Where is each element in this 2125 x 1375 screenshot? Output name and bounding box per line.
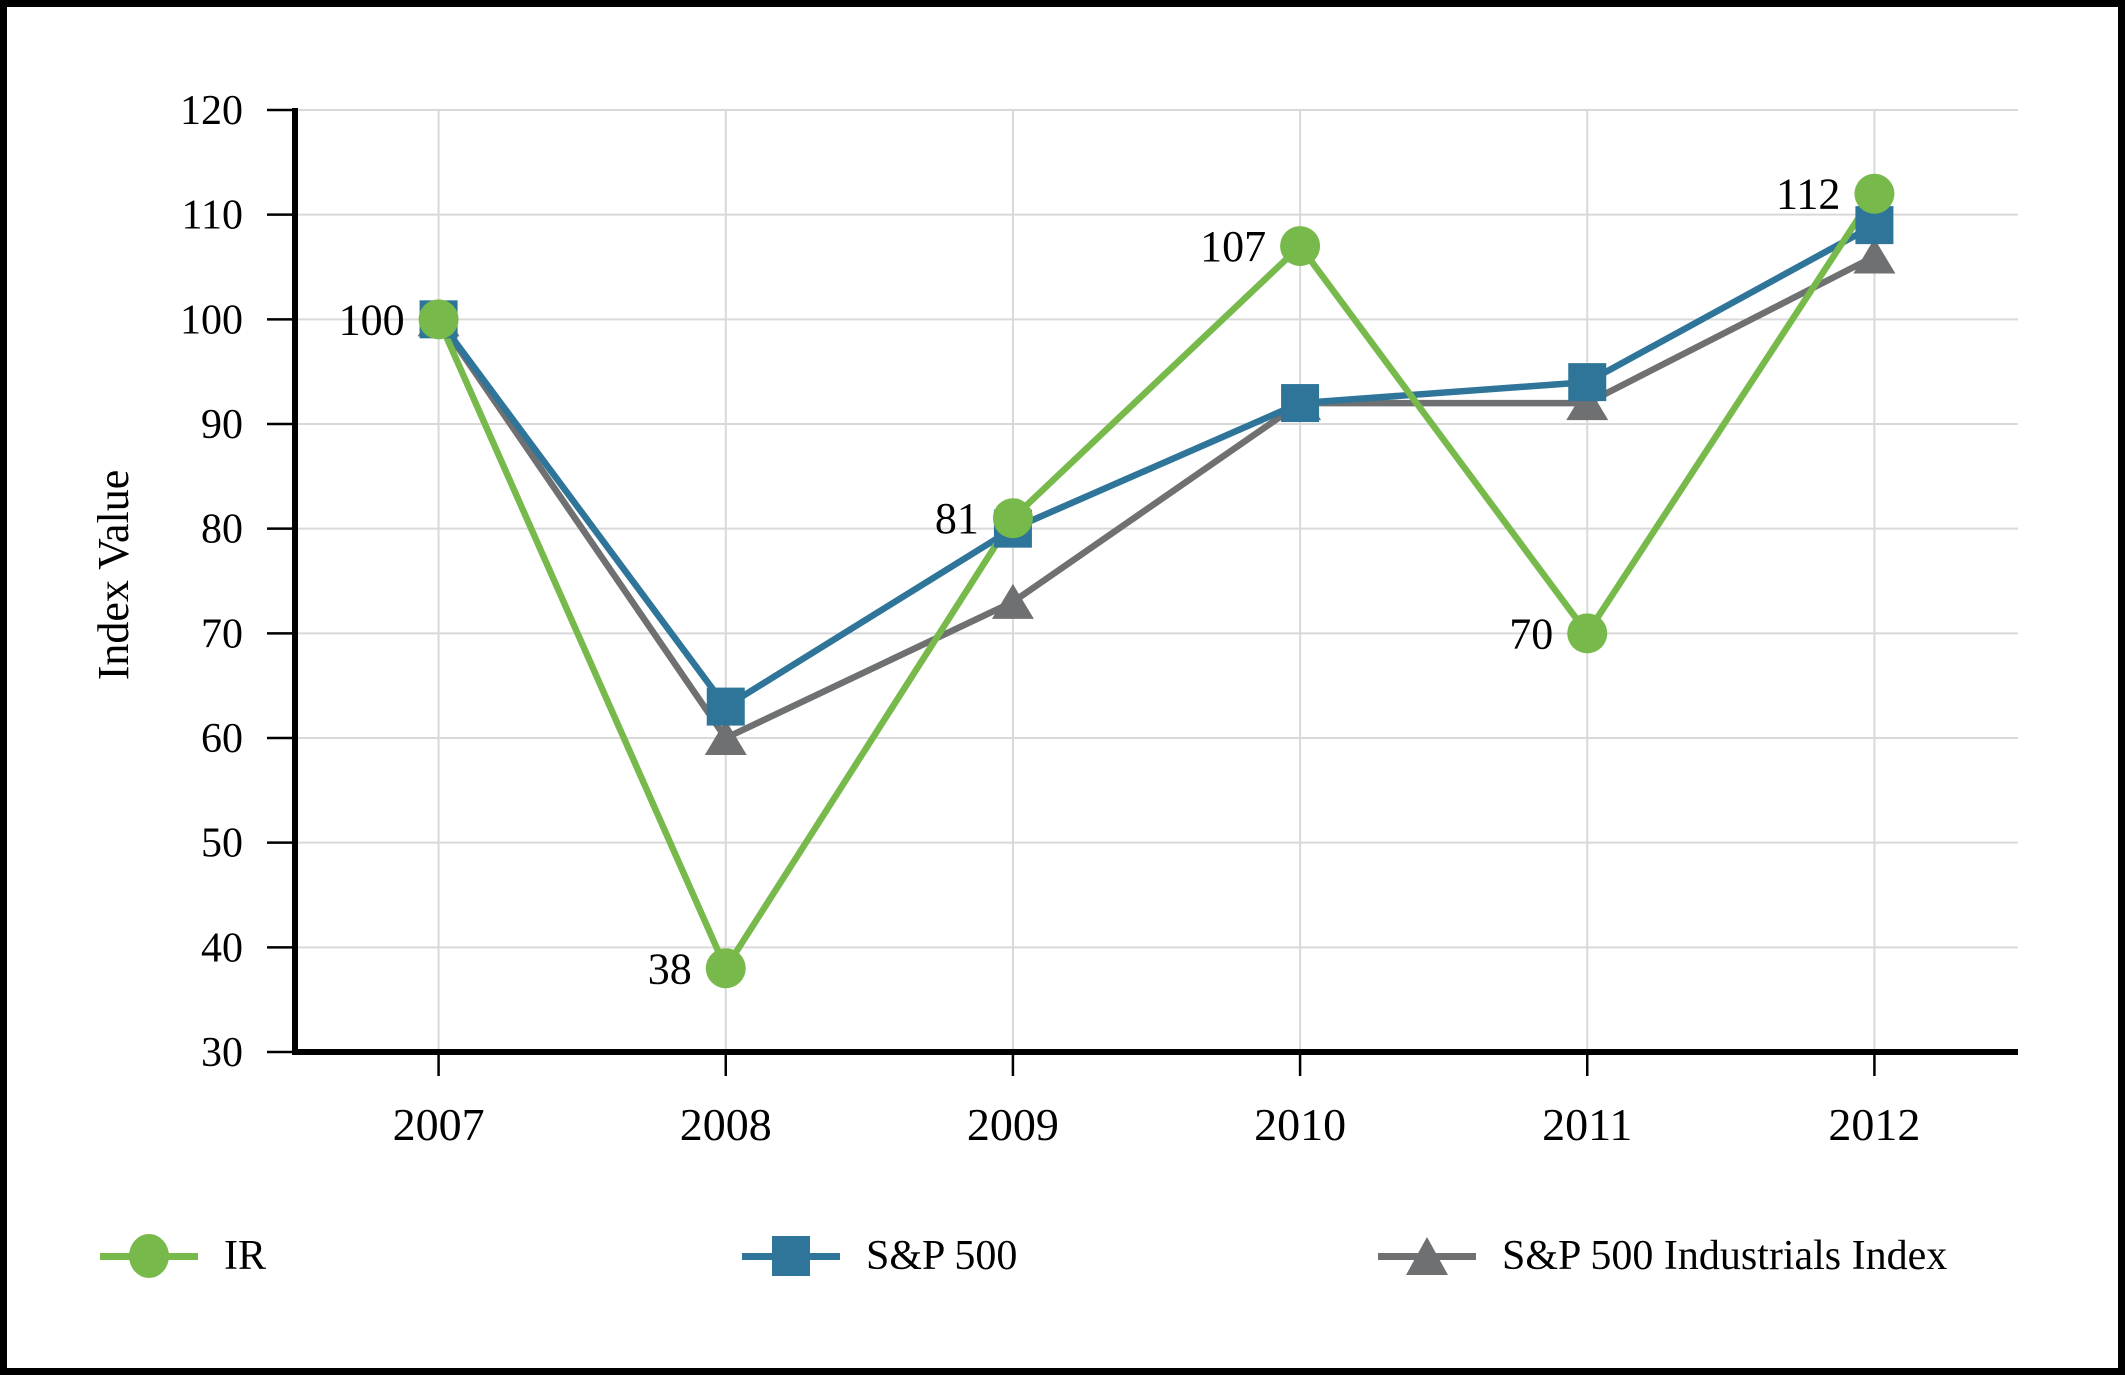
y-tick-label: 120 — [180, 88, 243, 134]
legend-item-sp500: S&P 500 — [742, 1226, 1017, 1286]
data-point-marker — [1854, 173, 1895, 214]
tick-marks — [267, 108, 1876, 1076]
point-value-label: 112 — [1776, 170, 1840, 219]
x-tick-label: 2008 — [680, 1099, 772, 1150]
data-point-marker — [706, 687, 745, 726]
x-tick-label: 2010 — [1254, 1099, 1346, 1150]
x-tick-label: 2009 — [967, 1099, 1059, 1150]
series-line — [435, 222, 1876, 710]
data-point-marker — [992, 498, 1033, 539]
data-point-marker — [418, 299, 459, 340]
data-point-marker — [1280, 226, 1321, 267]
triangle-marker-icon — [1378, 1226, 1476, 1286]
circle-marker-icon — [100, 1226, 198, 1286]
y-tick-label: 40 — [201, 925, 243, 971]
series-line — [435, 253, 1876, 742]
x-tick-label: 2011 — [1542, 1099, 1632, 1150]
x-tick-label: 2007 — [393, 1099, 485, 1150]
gridlines — [295, 109, 2018, 1052]
y-tick-label: 70 — [201, 611, 243, 657]
data-labels: 100 38 81 107 70 112 — [339, 170, 1841, 994]
data-point-marker — [1566, 385, 1609, 421]
legend-item-ir: IR — [100, 1226, 266, 1286]
square-marker-icon — [742, 1226, 840, 1286]
point-value-label: 100 — [339, 295, 405, 344]
data-point-marker — [991, 583, 1034, 619]
y-tick-label: 80 — [201, 507, 243, 553]
data-point-marker — [1853, 238, 1896, 274]
data-point-marker — [704, 720, 747, 755]
series-markers — [418, 173, 1895, 989]
point-value-label: 107 — [1200, 222, 1266, 271]
y-tick-label: 60 — [201, 716, 243, 762]
data-point-marker — [705, 948, 746, 989]
y-tick-label: 110 — [182, 193, 243, 239]
legend-label-sp500: S&P 500 — [866, 1233, 1018, 1279]
tick-labels: 30 40 50 60 70 80 90 100 110 120 2007 2008 2009 2010 2… — [180, 88, 1920, 1150]
data-point-marker — [1567, 613, 1608, 654]
y-tick-label: 30 — [201, 1030, 243, 1076]
y-tick-label: 100 — [180, 297, 243, 343]
data-point-marker — [1281, 384, 1320, 423]
point-value-label: 70 — [1509, 609, 1553, 658]
legend-label-ir: IR — [224, 1233, 266, 1279]
axes — [292, 108, 2018, 1055]
data-point-marker — [1568, 363, 1607, 402]
y-axis-title: Index Value — [89, 470, 138, 681]
legend-label-sp500-industrials: S&P 500 Industrials Index — [1502, 1233, 1948, 1279]
series-line — [435, 191, 1878, 972]
chart-legend: IR S&P 500 S&P 500 Industrials Index — [0, 1226, 2125, 1286]
y-tick-label: 90 — [201, 402, 243, 448]
point-value-label: 81 — [935, 494, 979, 543]
y-tick-label: 50 — [201, 821, 243, 867]
point-value-label: 38 — [648, 944, 692, 993]
x-tick-label: 2012 — [1828, 1099, 1920, 1150]
legend-item-sp500-industrials: S&P 500 Industrials Index — [1378, 1226, 1947, 1286]
